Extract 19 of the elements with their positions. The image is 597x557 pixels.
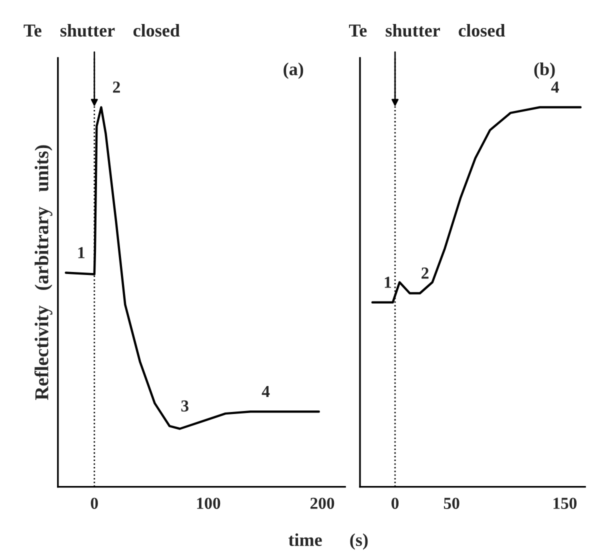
x-tick-label: 100 [197,498,220,509]
x-axis-title: time (s) [288,533,368,550]
annotation: 4 [262,386,270,398]
text: (b) [534,62,555,79]
x-tick-label: 0 [90,498,98,509]
x-tick-label: 150 [554,498,577,509]
chart-title: Te shutter closed [349,24,506,37]
annotation: 3 [181,400,188,412]
annotation: 1 [384,276,392,288]
y-axis-title: Reflectivity (arbitrary units) [34,145,52,400]
annotation: 4 [551,82,559,93]
x-tick-label: 0 [392,498,399,509]
x-tick-label: 200 [310,498,334,509]
annotation: 2 [422,268,428,279]
annotation: 1 [78,247,84,258]
text: (a) [284,62,304,79]
x-tick-label: 50 [444,498,460,509]
chart-title: Te shutter closed [24,24,180,37]
annotation: 2 [113,82,120,93]
